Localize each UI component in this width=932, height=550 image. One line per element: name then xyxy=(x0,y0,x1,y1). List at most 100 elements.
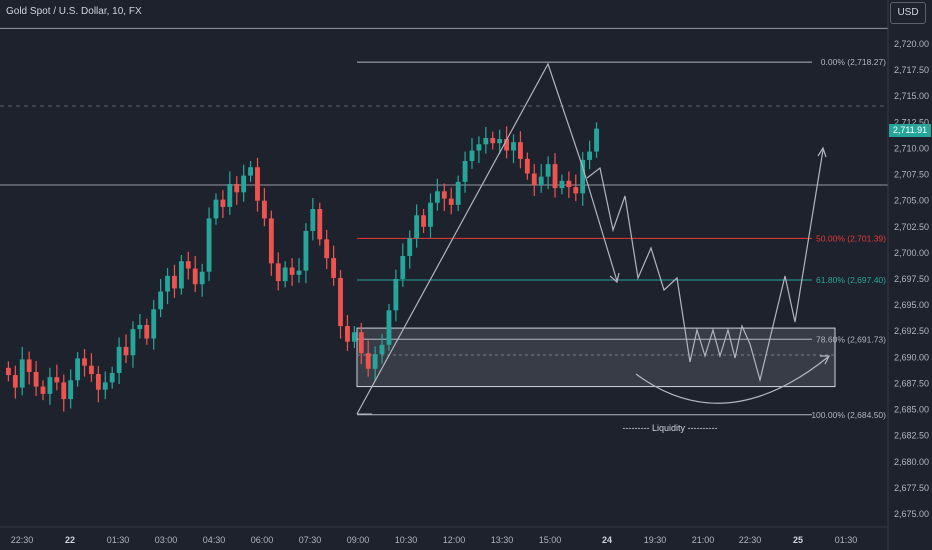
price-tick-label: 2,690.00 xyxy=(894,352,929,362)
candle xyxy=(379,333,385,364)
candle-body xyxy=(234,183,240,193)
price-axis[interactable]: 2,720.00 2,717.50 2,715.00 2,712.50 2,710.00… xyxy=(887,0,929,550)
candle xyxy=(393,269,399,322)
time-tick-label: 25 xyxy=(793,535,803,545)
candle xyxy=(40,380,46,401)
price-tick-label: 2,700.00 xyxy=(894,248,929,258)
price-tick-label: 2,712.50 xyxy=(894,117,929,127)
candle xyxy=(268,210,274,276)
price-tick-label: 2,687.50 xyxy=(894,378,929,388)
time-tick-label: 01:30 xyxy=(835,535,858,545)
candle-body xyxy=(331,258,337,278)
time-tick-label: 13:30 xyxy=(491,535,514,545)
triangle-pattern xyxy=(356,62,583,415)
candle-body xyxy=(241,175,247,193)
price-tick-label: 2,675.00 xyxy=(894,509,929,519)
currency-button[interactable]: USD xyxy=(890,2,926,24)
candle xyxy=(282,261,288,288)
candle-body xyxy=(54,377,60,383)
candle xyxy=(165,268,170,305)
candle xyxy=(538,164,544,193)
candle xyxy=(552,153,558,198)
candle xyxy=(95,366,101,403)
candle xyxy=(61,374,67,412)
candle-body xyxy=(82,358,87,366)
candle-body xyxy=(580,159,586,194)
candle-body xyxy=(421,215,426,227)
candle xyxy=(75,352,81,387)
time-tick-label: 03:00 xyxy=(155,535,178,545)
time-tick-label: 22:30 xyxy=(739,535,762,545)
price-tick-label: 2,682.50 xyxy=(894,431,929,441)
candle-body xyxy=(296,270,302,275)
horizontal-lines xyxy=(0,27,888,186)
candle-body xyxy=(545,164,551,177)
candle-body xyxy=(400,256,406,279)
candle xyxy=(206,207,212,282)
price-tick-label: 2,705.00 xyxy=(894,196,929,206)
candle xyxy=(102,371,108,400)
candle xyxy=(123,334,129,364)
candle xyxy=(511,134,516,164)
candle-body xyxy=(531,173,537,185)
fib-level-label: 0.00% (2,718.27) xyxy=(821,57,886,67)
candle xyxy=(428,193,433,238)
candle-body xyxy=(192,268,198,285)
candle-body xyxy=(303,230,309,271)
candle xyxy=(116,337,122,384)
candle xyxy=(227,171,233,215)
candle-body xyxy=(434,191,440,203)
candle-body xyxy=(490,138,496,144)
candle xyxy=(248,160,253,182)
candle-body xyxy=(102,382,108,390)
candle xyxy=(213,193,219,225)
candle xyxy=(241,164,247,202)
trend-drawings xyxy=(356,62,830,415)
candle xyxy=(566,171,572,199)
liquidity-zone xyxy=(356,327,836,388)
candle-body xyxy=(566,180,572,188)
candle xyxy=(448,187,454,215)
arrow-head-2 xyxy=(817,146,827,158)
candle xyxy=(185,251,191,280)
price-tick-label: 2,702.50 xyxy=(894,222,929,232)
time-tick-label: 10:30 xyxy=(395,535,418,545)
candle xyxy=(199,263,205,297)
candle-body xyxy=(61,382,67,400)
candle xyxy=(261,188,267,227)
candle-body xyxy=(511,142,516,151)
candle-body xyxy=(407,238,413,257)
time-tick-label: 15:00 xyxy=(539,535,562,545)
time-tick-label: 06:00 xyxy=(251,535,274,545)
candle xyxy=(545,156,551,190)
candle-body xyxy=(19,359,25,388)
candle xyxy=(5,361,11,382)
candle-body xyxy=(75,358,81,381)
price-tick-label: 2,680.00 xyxy=(894,457,929,467)
candle xyxy=(358,322,364,365)
time-tick-label: 09:00 xyxy=(347,535,370,545)
time-axis[interactable]: 22:30 22 01:30 03:00 04:30 06:00 07:30 09:00 10:… xyxy=(0,526,888,545)
candle-body xyxy=(365,353,371,369)
candle-body xyxy=(12,375,18,388)
candle xyxy=(255,157,260,212)
candle-body xyxy=(89,365,94,375)
candle-body xyxy=(33,371,39,387)
candle xyxy=(421,209,426,234)
candle-body xyxy=(462,160,468,182)
candle-body xyxy=(379,344,385,355)
candle xyxy=(573,174,579,202)
candle-body xyxy=(185,261,191,269)
time-tick-label: 21:00 xyxy=(692,535,715,545)
symbol-title: Gold Spot / U.S. Dollar, 10, FX xyxy=(6,6,142,17)
candle xyxy=(310,198,316,241)
candle-body xyxy=(275,263,281,282)
price-tick-label: 2,697.50 xyxy=(894,274,929,284)
candle-body xyxy=(165,275,170,292)
candle-body xyxy=(538,176,544,185)
candle xyxy=(490,131,496,150)
candle xyxy=(144,318,150,345)
candle-body xyxy=(351,332,357,342)
arrow-head-3 xyxy=(820,355,830,365)
